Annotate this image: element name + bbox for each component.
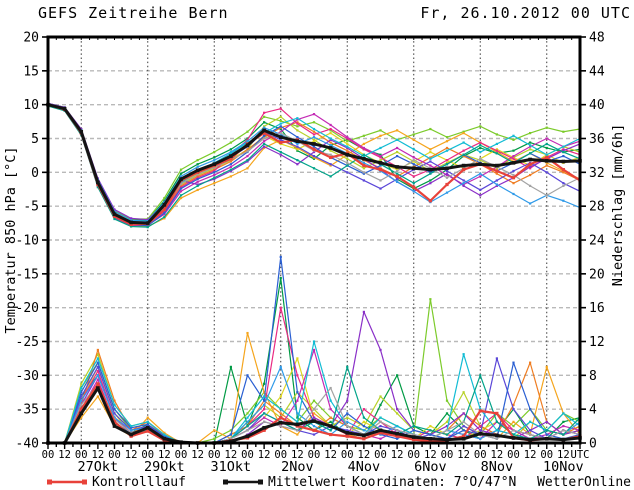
svg-text:2Nov: 2Nov	[281, 459, 314, 472]
svg-text:00: 00	[407, 449, 420, 461]
svg-text:00: 00	[141, 449, 154, 461]
svg-text:0: 0	[31, 166, 39, 181]
axes: 20151050-5-10-15-20-25-30-35-40484440363…	[3, 31, 626, 473]
svg-text:00: 00	[208, 449, 221, 461]
svg-text:36: 36	[589, 132, 605, 147]
svg-text:00: 00	[274, 449, 287, 461]
svg-text:31Okt: 31Okt	[211, 459, 252, 472]
svg-text:5: 5	[31, 132, 39, 147]
svg-text:4: 4	[589, 403, 597, 418]
run-datetime: Fr, 26.10.2012 00 UTC	[420, 4, 631, 22]
svg-text:12: 12	[158, 449, 171, 461]
svg-text:-40: -40	[16, 437, 39, 452]
svg-text:12: 12	[358, 449, 371, 461]
svg-text:12: 12	[557, 449, 570, 461]
svg-text:-20: -20	[16, 301, 39, 316]
svg-text:10Nov: 10Nov	[543, 459, 584, 472]
svg-text:12: 12	[524, 449, 537, 461]
svg-text:24: 24	[589, 234, 605, 249]
svg-text:00: 00	[241, 449, 254, 461]
svg-text:-25: -25	[16, 335, 39, 350]
coordinates-label: Koordinaten: 7°O/47°N	[352, 474, 517, 490]
control-line-swatch	[47, 479, 87, 485]
svg-text:00: 00	[75, 449, 88, 461]
svg-text:8: 8	[589, 369, 597, 384]
svg-text:00: 00	[474, 449, 487, 461]
svg-text:-5: -5	[23, 200, 39, 215]
svg-text:00: 00	[42, 449, 55, 461]
svg-text:-15: -15	[16, 267, 39, 282]
svg-text:12: 12	[258, 449, 271, 461]
svg-text:28: 28	[589, 200, 605, 215]
svg-text:48: 48	[589, 31, 605, 46]
svg-text:12: 12	[92, 449, 105, 461]
svg-text:44: 44	[589, 64, 605, 79]
left-axis-title: Temperatur 850 hPa [°C]	[3, 147, 19, 334]
svg-text:12: 12	[589, 335, 605, 350]
svg-text:-35: -35	[16, 403, 39, 418]
meteogram-chart: 20151050-5-10-15-20-25-30-35-40484440363…	[3, 31, 626, 473]
svg-text:6Nov: 6Nov	[414, 459, 447, 472]
svg-text:12: 12	[424, 449, 437, 461]
svg-text:00: 00	[507, 449, 520, 461]
svg-text:UTC: UTC	[571, 449, 590, 461]
svg-text:00: 00	[108, 449, 121, 461]
svg-text:00: 00	[540, 449, 553, 461]
legend-control-label: Kontrolllauf	[92, 474, 186, 490]
svg-text:20: 20	[23, 31, 39, 46]
svg-text:20: 20	[589, 267, 605, 282]
svg-text:0: 0	[589, 437, 597, 452]
svg-text:00: 00	[175, 449, 188, 461]
mean-line-swatch	[223, 479, 263, 485]
svg-text:00: 00	[374, 449, 387, 461]
svg-text:12: 12	[125, 449, 138, 461]
temperature-series-group	[46, 102, 582, 229]
legend-control-run: Kontrolllauf	[46, 474, 186, 490]
svg-text:10: 10	[23, 98, 39, 113]
horizontal-gridlines	[48, 70, 580, 410]
svg-text:00: 00	[441, 449, 454, 461]
right-axis-title: Niederschlag [mm/6h]	[610, 124, 626, 287]
brand-label: WetterOnline	[537, 474, 631, 490]
svg-text:12: 12	[191, 449, 204, 461]
svg-text:12: 12	[291, 449, 304, 461]
svg-text:12: 12	[457, 449, 470, 461]
legend-mean: Mittelwert	[222, 474, 346, 490]
svg-text:12: 12	[58, 449, 71, 461]
svg-text:12: 12	[391, 449, 404, 461]
svg-text:29Okt: 29Okt	[144, 459, 185, 472]
legend-mean-label: Mittelwert	[268, 474, 347, 490]
page-title: GEFS Zeitreihe Bern	[38, 4, 229, 22]
svg-text:27Okt: 27Okt	[78, 459, 119, 472]
svg-text:-10: -10	[16, 234, 39, 249]
svg-text:12: 12	[225, 449, 238, 461]
svg-text:12: 12	[324, 449, 337, 461]
precipitation-series-group	[46, 255, 582, 445]
svg-text:32: 32	[589, 166, 605, 181]
svg-text:4Nov: 4Nov	[348, 459, 381, 472]
svg-text:-30: -30	[16, 369, 39, 384]
svg-text:40: 40	[589, 98, 605, 113]
svg-text:8Nov: 8Nov	[481, 459, 514, 472]
svg-text:00: 00	[308, 449, 321, 461]
svg-text:12: 12	[491, 449, 504, 461]
svg-text:15: 15	[23, 64, 39, 79]
svg-text:16: 16	[589, 301, 605, 316]
svg-text:00: 00	[341, 449, 354, 461]
